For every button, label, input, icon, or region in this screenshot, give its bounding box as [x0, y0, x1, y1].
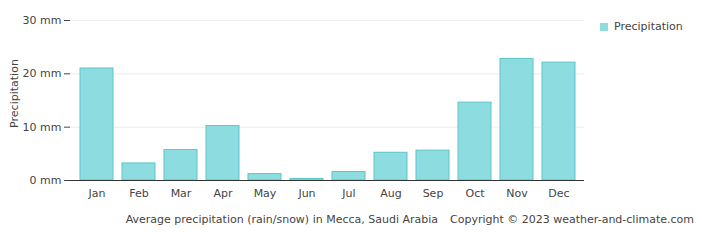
svg-text:Jul: Jul	[341, 187, 355, 200]
html-text:Precipitation: Precipitation	[7, 58, 21, 128]
svg-text:Mar: Mar	[171, 187, 192, 200]
svg-text:0 mm: 0 mm	[30, 174, 62, 187]
svg-text:Feb: Feb	[129, 187, 148, 200]
svg-text:Oct: Oct	[465, 187, 485, 200]
svg-text:30 mm: 30 mm	[23, 14, 62, 27]
svg-text:Jun: Jun	[297, 187, 315, 200]
svg-text:Sep: Sep	[423, 187, 444, 200]
svg-text:Jan: Jan	[88, 187, 106, 200]
svg-text:20 mm: 20 mm	[23, 67, 62, 80]
svg-text:Dec: Dec	[548, 187, 569, 200]
html-text:Average precipitation (rain/sn: Average precipitation (rain/snow) in Mec…	[125, 212, 439, 226]
svg-text:Apr: Apr	[213, 187, 233, 200]
svg-text:Nov: Nov	[506, 187, 528, 200]
svg-text:Aug: Aug	[380, 187, 401, 200]
svg-text:10 mm: 10 mm	[23, 121, 62, 134]
html-text:Precipitation: Precipitation	[614, 20, 683, 33]
html-text:Copyright © 2023 weather-and-c: Copyright © 2023 weather-and-climate.com	[450, 212, 694, 226]
svg-text:May: May	[254, 187, 277, 200]
